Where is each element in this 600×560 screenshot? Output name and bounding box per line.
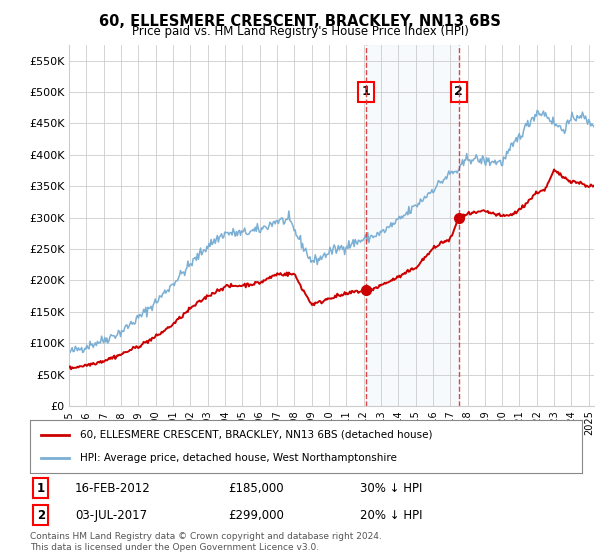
Text: 1: 1 — [361, 86, 370, 99]
Text: 20% ↓ HPI: 20% ↓ HPI — [360, 508, 422, 522]
Text: 2: 2 — [37, 508, 45, 522]
Text: 60, ELLESMERE CRESCENT, BRACKLEY, NN13 6BS (detached house): 60, ELLESMERE CRESCENT, BRACKLEY, NN13 6… — [80, 430, 432, 440]
Text: 30% ↓ HPI: 30% ↓ HPI — [360, 482, 422, 495]
Text: 1: 1 — [37, 482, 45, 495]
Text: HPI: Average price, detached house, West Northamptonshire: HPI: Average price, detached house, West… — [80, 453, 397, 463]
Text: £185,000: £185,000 — [228, 482, 284, 495]
Text: 60, ELLESMERE CRESCENT, BRACKLEY, NN13 6BS: 60, ELLESMERE CRESCENT, BRACKLEY, NN13 6… — [99, 14, 501, 29]
Bar — [365, 45, 459, 406]
Text: Price paid vs. HM Land Registry's House Price Index (HPI): Price paid vs. HM Land Registry's House … — [131, 25, 469, 38]
Text: 2: 2 — [454, 86, 463, 99]
Text: 16-FEB-2012: 16-FEB-2012 — [75, 482, 151, 495]
Text: 03-JUL-2017: 03-JUL-2017 — [75, 508, 147, 522]
Text: Contains HM Land Registry data © Crown copyright and database right 2024.
This d: Contains HM Land Registry data © Crown c… — [30, 532, 382, 552]
Text: £299,000: £299,000 — [228, 508, 284, 522]
